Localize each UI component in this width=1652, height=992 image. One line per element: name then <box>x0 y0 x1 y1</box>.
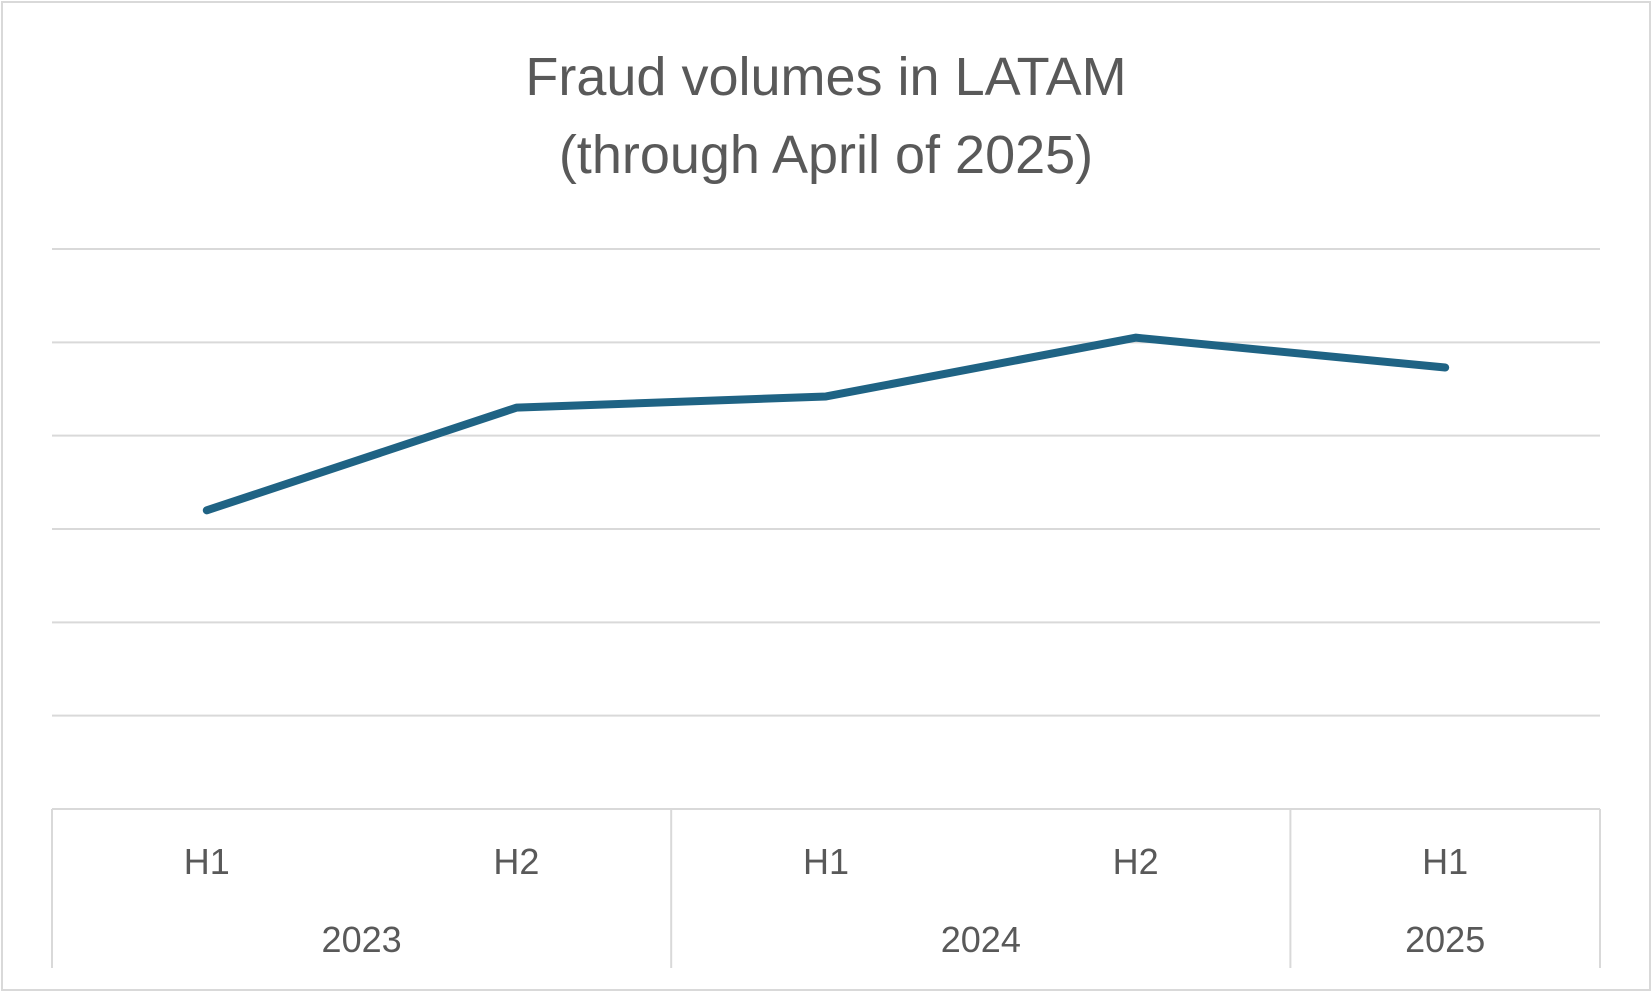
x-group-label-2: 2025 <box>1405 919 1485 960</box>
x-tick-label-4: H1 <box>1422 841 1468 882</box>
data-point-0-3 <box>1135 337 1137 339</box>
data-point-0-2 <box>825 395 827 397</box>
x-tick-label-0: H1 <box>184 841 230 882</box>
x-group-label-0: 2023 <box>322 919 402 960</box>
x-group-label-1: 2024 <box>941 919 1021 960</box>
data-point-0-1 <box>515 407 517 409</box>
x-tick-label-1: H2 <box>493 841 539 882</box>
data-point-0-0 <box>206 509 208 511</box>
x-tick-label-2: H1 <box>803 841 849 882</box>
chart-title: Fraud volumes in LATAM <box>525 47 1127 107</box>
data-point-0-4 <box>1444 367 1446 369</box>
chart-subtitle: (through April of 2025) <box>558 125 1094 185</box>
series-line-0 <box>202 333 1450 515</box>
x-tick-label-3: H2 <box>1113 841 1159 882</box>
